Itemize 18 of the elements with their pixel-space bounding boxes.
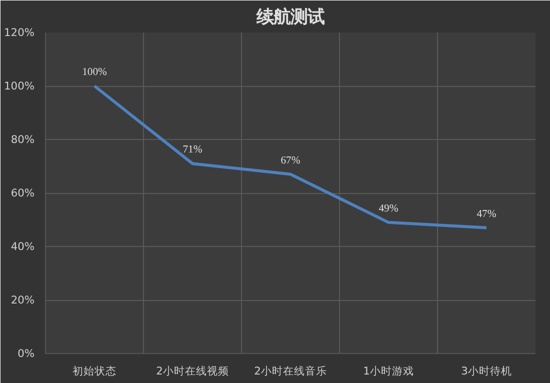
x-tick-label: 1小时游戏 bbox=[363, 364, 414, 378]
y-tick-label: 80% bbox=[10, 133, 34, 146]
data-label: 71% bbox=[182, 144, 202, 156]
x-tick-label: 2小时在线音乐 bbox=[254, 364, 327, 378]
data-label: 49% bbox=[378, 203, 398, 214]
x-tick-label: 2小时在线视频 bbox=[156, 364, 229, 378]
y-tick-label: 0% bbox=[18, 347, 34, 360]
data-label: 47% bbox=[476, 208, 496, 220]
y-tick-label: 100% bbox=[4, 80, 35, 92]
data-label: 100% bbox=[82, 67, 108, 78]
x-tick-label: 3小时待机 bbox=[461, 364, 512, 378]
y-tick-label: 20% bbox=[10, 294, 34, 306]
x-tick-label: 初始状态 bbox=[72, 364, 116, 378]
y-tick-label: 120% bbox=[4, 26, 35, 39]
y-tick-label: 60% bbox=[10, 186, 34, 200]
chart-title: 续航测试 bbox=[256, 8, 324, 28]
y-tick-label: 40% bbox=[10, 240, 34, 253]
data-label: 67% bbox=[280, 155, 300, 166]
